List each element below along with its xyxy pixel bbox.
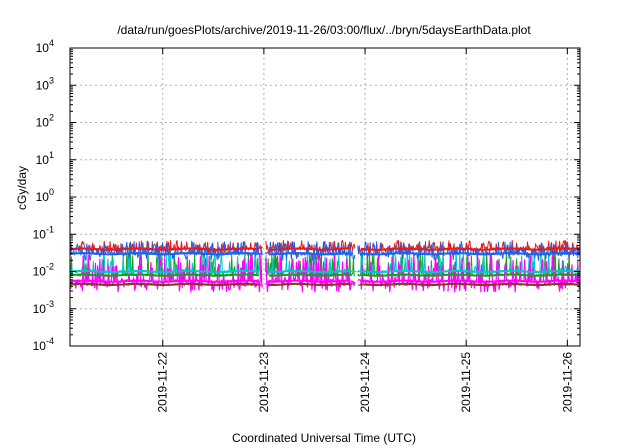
y-tick-exponent: 1 bbox=[49, 150, 54, 160]
x-tick-label: 2019-11-23 bbox=[257, 352, 271, 413]
y-tick-label: 104 bbox=[36, 38, 54, 55]
y-tick-exponent: 4 bbox=[49, 38, 54, 48]
y-tick-label: 10-4 bbox=[33, 336, 54, 353]
series-baseline bbox=[69, 273, 581, 277]
y-tick-exponent: -1 bbox=[46, 224, 54, 234]
y-axis-label: cGy/day bbox=[15, 166, 29, 210]
y-tick-exponent: 3 bbox=[49, 75, 54, 85]
y-tick-exponent: -3 bbox=[46, 299, 54, 309]
y-tick-label: 10-1 bbox=[33, 224, 54, 241]
chart-title: /data/run/goesPlots/archive/2019-11-26/0… bbox=[117, 23, 531, 37]
y-tick-label: 103 bbox=[36, 75, 54, 92]
x-tick-label: 2019-11-24 bbox=[358, 352, 372, 413]
y-tick-exponent: -2 bbox=[46, 262, 54, 272]
grid bbox=[70, 48, 580, 346]
y-tick-label: 101 bbox=[36, 150, 54, 167]
y-tick-exponent: -4 bbox=[46, 336, 54, 346]
series-baseline bbox=[69, 282, 581, 287]
x-tick-label: 2019-11-25 bbox=[459, 352, 473, 413]
x-tick-label: 2019-11-22 bbox=[156, 352, 170, 413]
series-baseline bbox=[69, 252, 581, 256]
series-baseline bbox=[69, 279, 581, 283]
x-axis-label: Coordinated Universal Time (UTC) bbox=[232, 431, 416, 445]
series-group bbox=[69, 240, 581, 293]
y-tick-label: 10-2 bbox=[33, 262, 54, 279]
y-tick-exponent: 2 bbox=[49, 113, 54, 123]
x-tick-label: 2019-11-26 bbox=[560, 352, 574, 413]
series-line bbox=[69, 247, 581, 274]
x-ticks: 2019-11-22 2019-11-23 2019-11-24 2019-11-25… bbox=[156, 48, 574, 413]
y-tick-label: 102 bbox=[36, 113, 54, 130]
series-baseline bbox=[69, 247, 581, 251]
y-tick-label: 100 bbox=[36, 187, 54, 204]
y-tick-exponent: 0 bbox=[49, 187, 54, 197]
y-tick-label: 10-3 bbox=[33, 299, 54, 316]
series-baseline bbox=[69, 269, 581, 274]
